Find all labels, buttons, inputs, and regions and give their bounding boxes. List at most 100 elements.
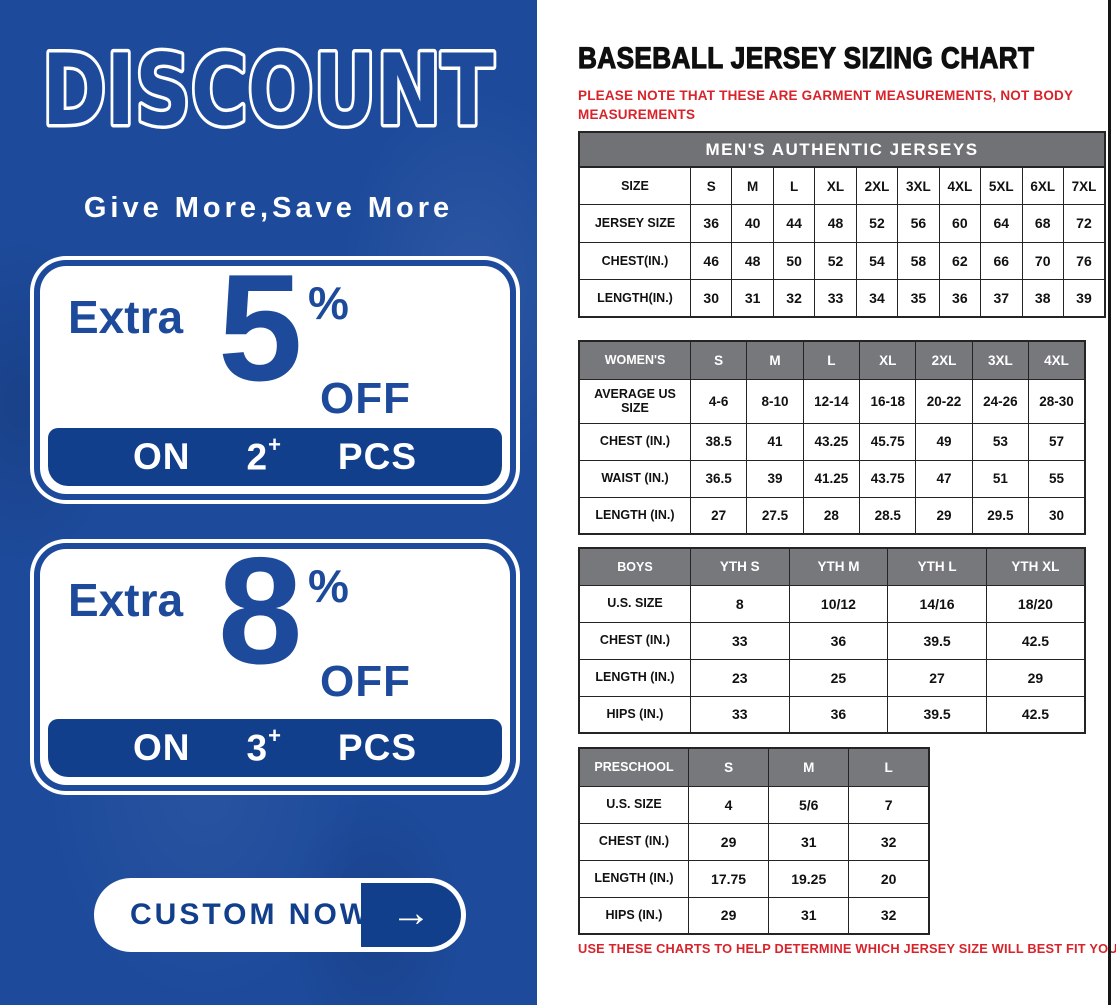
offer-body: Extra 8 % OFF [40,535,510,719]
right-edge-line [1108,0,1111,1005]
size-value: 30 [1028,496,1086,535]
discount-headline-text: DISCOUNT [42,34,494,148]
size-value: 37 [980,279,1023,318]
table-header-row: BOYS YTH S YTH M YTH L YTH XL [578,547,1086,586]
table-corner-header: BOYS [578,547,691,586]
size-value: 7 [848,785,930,824]
offer-percent-value: 8 [218,526,303,696]
row-label: WAIST (IN.) [578,459,691,498]
size-value: 44 [772,204,816,243]
size-value: 27.5 [746,496,804,535]
row-label: CHEST(IN.) [578,241,691,280]
size-value: 32 [772,279,816,318]
size-value: 31 [731,279,774,318]
custom-now-button[interactable]: CUSTOM NOW → [94,878,466,952]
size-value: 20-22 [915,378,973,424]
quantity-value: 2 [246,436,269,478]
table-header-row: WOMEN'S S M L XL 2XL 3XL 4XL [578,340,1086,380]
size-value: 39 [1062,279,1106,318]
offer-condition-bar: ON 3+ PCS [48,719,502,777]
size-value: 41.25 [802,459,861,498]
custom-now-label: CUSTOM NOW [130,898,372,931]
table-row: HIPS (IN.) 29 31 32 [578,896,930,935]
percent-sign: % [308,277,349,329]
size-value: 43.75 [859,459,917,498]
size-value: 33 [690,621,790,660]
discount-panel: DISCOUNT Give More,Save More Extra 5 % O… [0,0,537,1005]
quantity-threshold: 2+ [246,432,281,478]
size-value: 27 [689,496,748,535]
table-row: U.S. SIZE 4 5/6 7 [578,785,930,824]
size-column-header: L [848,747,930,787]
table-row: HIPS (IN.) 33 36 39.5 42.5 [578,695,1086,734]
size-value: 54 [855,241,899,280]
size-value: 18/20 [985,584,1086,623]
row-label: U.S. SIZE [578,785,689,824]
size-value: 29.5 [971,496,1030,535]
size-value: 60 [938,204,982,243]
table-header-row: SIZE S M L XL 2XL 3XL 4XL 5XL 6XL 7XL [578,166,1106,205]
size-value: 52 [814,241,857,280]
size-value: 35 [897,279,940,318]
size-value: 51 [971,459,1030,498]
offer-card-8-percent: Extra 8 % OFF ON 3+ PCS [40,535,510,785]
on-label: ON [132,436,191,477]
size-value: 72 [1062,204,1106,243]
mens-sizing-table: SIZE S M L XL 2XL 3XL 4XL 5XL 6XL 7XL JERSEY SIZE 36… [578,166,1106,318]
offer-percent-off: % OFF [308,559,411,707]
size-value: 49 [915,422,973,461]
size-value: 10/12 [788,584,889,623]
size-column-header: M [768,747,850,787]
size-value: 50 [772,241,816,280]
size-column-header: M [746,340,804,380]
table-row: CHEST (IN.) 29 31 32 [578,822,930,861]
size-value: 17.75 [687,859,770,898]
row-label: LENGTH(IN.) [578,279,691,318]
size-value: 12-14 [802,378,861,424]
size-value: 48 [814,204,857,243]
size-value: 48 [731,241,774,280]
pcs-label: PCS [337,727,417,768]
size-value: 36 [788,621,889,660]
size-value: 53 [971,422,1030,461]
size-value: 56 [897,204,940,243]
preschool-sizing-table: PRESCHOOL S M L U.S. SIZE 4 5/6 7 CHEST (IN.) 29 3… [578,747,930,935]
size-value: 34 [855,279,899,318]
size-value: 4-6 [689,378,748,424]
size-value: 36.5 [689,459,748,498]
offer-prefix: Extra [68,574,184,626]
table-row: LENGTH(IN.) 30 31 32 33 34 35 36 37 38 39 [578,279,1106,318]
size-value: 64 [980,204,1023,243]
size-column-header: XL [814,166,857,205]
size-column-header: YTH M [788,547,889,586]
size-value: 30 [689,279,733,318]
quantity-threshold: 3+ [246,723,281,769]
size-value: 58 [897,241,940,280]
sizing-chart-panel: BASEBALL JERSEY SIZING CHART PLEASE NOTE… [537,0,1116,1005]
table-row: CHEST (IN.) 33 36 39.5 42.5 [578,621,1086,660]
size-column-header: 3XL [897,166,940,205]
table-corner-header: PRESCHOOL [578,747,689,787]
right-arrow-icon: → [391,891,431,935]
table-row: U.S. SIZE 8 10/12 14/16 18/20 [578,584,1086,623]
size-column-header: L [772,166,816,205]
size-value: 45.75 [859,422,917,461]
size-value: 39.5 [887,695,987,734]
size-column-header: 2XL [855,166,899,205]
size-value: 14/16 [887,584,987,623]
table-row: WAIST (IN.) 36.5 39 41.25 43.75 47 51 55 [578,459,1086,498]
size-value: 47 [915,459,973,498]
row-label: JERSEY SIZE [578,204,691,243]
size-value: 28-30 [1028,378,1086,424]
size-value: 29 [915,496,973,535]
size-value: 36 [689,204,733,243]
offer-prefix: Extra [68,291,184,343]
size-value: 42.5 [985,621,1086,660]
size-value: 38.5 [689,422,748,461]
arrow-button[interactable]: → [361,883,461,947]
row-label: LENGTH (IN.) [578,658,691,697]
table-row: LENGTH (IN.) 17.75 19.25 20 [578,859,930,898]
size-value: 36 [788,695,889,734]
table-row: CHEST (IN.) 38.5 41 43.25 45.75 49 53 57 [578,422,1086,461]
